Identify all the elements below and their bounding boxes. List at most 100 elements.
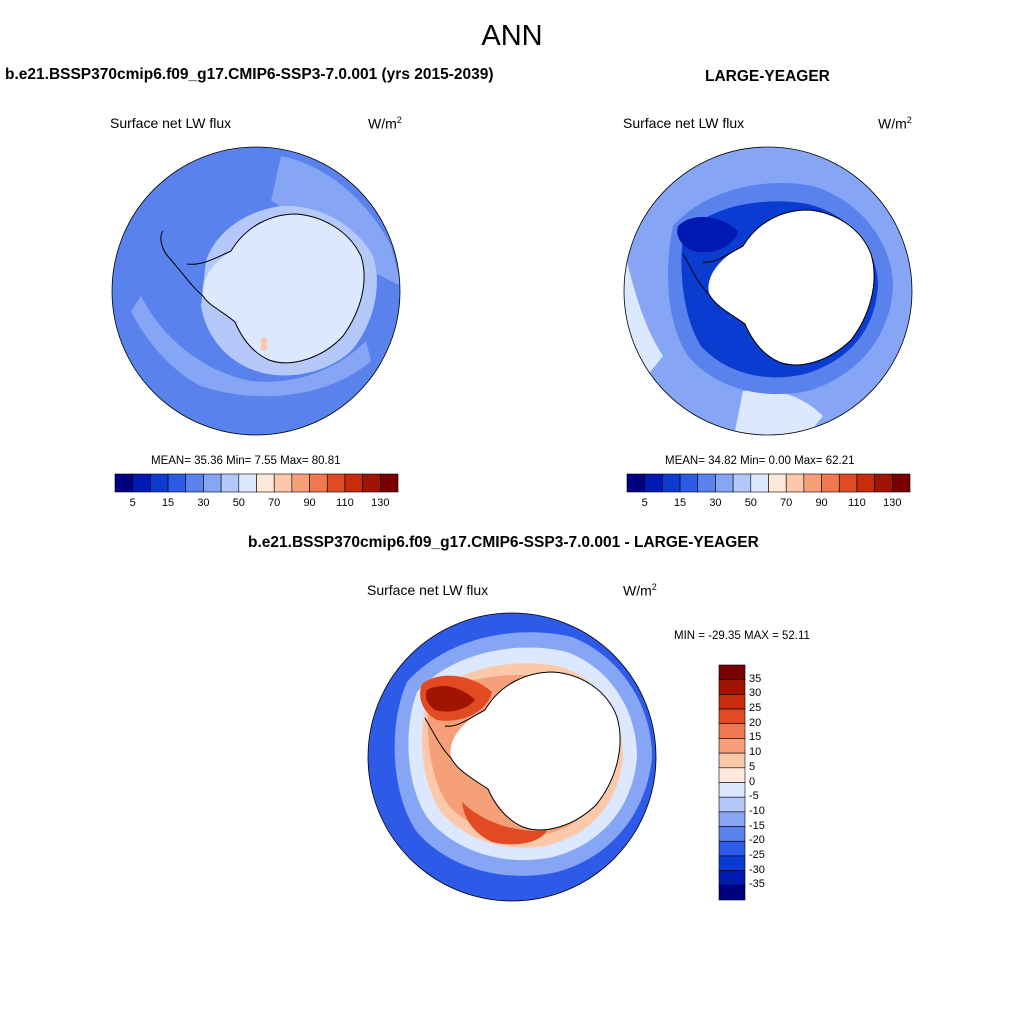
colorbar-box bbox=[626, 473, 645, 493]
colorbar-box bbox=[203, 473, 222, 493]
colorbar-box bbox=[718, 679, 746, 695]
colorbar-box bbox=[750, 473, 769, 493]
colorbar-box bbox=[718, 855, 746, 871]
colorbar-box bbox=[892, 473, 911, 493]
colorbar-tick-label: 30 bbox=[197, 497, 210, 509]
panel-1-title: b.e21.BSSP370cmip6.f09_g17.CMIP6-SSP3-7.… bbox=[5, 66, 494, 83]
panel-1-antarctica bbox=[202, 214, 365, 363]
colorbar-box bbox=[718, 694, 746, 710]
colorbar-tick-label: -30 bbox=[749, 863, 765, 876]
colorbar-box bbox=[718, 870, 746, 886]
colorbar-tick-label: 50 bbox=[232, 497, 245, 509]
panel-2-units: W/m2 bbox=[878, 115, 912, 132]
colorbar-box bbox=[718, 782, 746, 798]
panel-3-units: W/m2 bbox=[623, 582, 657, 599]
colorbar-tick-label: 90 bbox=[815, 497, 828, 509]
colorbar-tick-label: 70 bbox=[268, 497, 281, 509]
colorbar-box bbox=[114, 473, 133, 493]
colorbar-box bbox=[718, 752, 746, 769]
panel-3-dark-red-patch bbox=[425, 686, 475, 712]
colorbar-box bbox=[785, 473, 805, 493]
panel-1-variable-label: Surface net LW flux bbox=[110, 115, 232, 131]
panel-1-units: W/m2 bbox=[368, 115, 402, 132]
colorbar-box bbox=[856, 473, 875, 493]
colorbar-tick-label: 20 bbox=[749, 716, 762, 729]
panel-3-red-patch-south bbox=[462, 802, 547, 845]
colorbar-box bbox=[718, 811, 746, 827]
colorbar-tick-label: 70 bbox=[780, 497, 793, 509]
colorbar-tick-label: -20 bbox=[749, 834, 765, 847]
panel-1-small-warm-spot bbox=[261, 338, 267, 350]
colorbar-box bbox=[874, 473, 893, 493]
colorbar-box bbox=[715, 473, 734, 493]
colorbar-tick-label: 130 bbox=[883, 497, 902, 509]
colorbar-tick-label: 25 bbox=[749, 702, 762, 715]
colorbar-box bbox=[718, 723, 746, 739]
colorbar-tick-label: 10 bbox=[749, 746, 762, 759]
colorbar-tick-label: 5 bbox=[749, 760, 756, 773]
colorbar-box bbox=[697, 473, 716, 493]
colorbar-box bbox=[291, 473, 310, 493]
colorbar-tick-label: -15 bbox=[749, 819, 765, 832]
colorbar-box bbox=[185, 473, 204, 493]
colorbar-box bbox=[679, 473, 699, 493]
colorbar-box bbox=[256, 473, 275, 493]
colorbar-tick-label: 35 bbox=[749, 672, 762, 685]
colorbar-box bbox=[238, 473, 257, 493]
colorbar-tick-label: 15 bbox=[673, 497, 687, 509]
colorbar-box bbox=[273, 473, 293, 493]
colorbar-box bbox=[132, 473, 151, 493]
colorbar-box bbox=[821, 473, 840, 493]
colorbar-box bbox=[718, 796, 746, 813]
panel-3-title: b.e21.BSSP370cmip6.f09_g17.CMIP6-SSP3-7.… bbox=[248, 534, 759, 551]
colorbar-box bbox=[718, 826, 746, 842]
colorbar-tick-label: 110 bbox=[848, 497, 866, 509]
panel-2-antarctica bbox=[708, 210, 875, 365]
colorbar-tick-label: 15 bbox=[749, 731, 762, 744]
colorbar-box bbox=[150, 473, 169, 493]
colorbar-box bbox=[803, 473, 822, 493]
colorbar-box bbox=[768, 473, 787, 493]
colorbar-tick-label: 30 bbox=[749, 687, 762, 700]
colorbar-box bbox=[718, 708, 746, 725]
colorbar-tick-label: 15 bbox=[161, 497, 175, 509]
colorbar-box bbox=[644, 473, 663, 493]
colorbar-box bbox=[167, 473, 187, 493]
colorbar-tick-label: 50 bbox=[744, 497, 757, 509]
panel-1-coastline bbox=[160, 213, 365, 364]
colorbar-box bbox=[662, 473, 681, 493]
panel-3-stats: MIN = -29.35 MAX = 52.11 bbox=[674, 630, 810, 642]
colorbar-tick-label: 5 bbox=[129, 497, 136, 509]
panel-2-map bbox=[623, 146, 913, 436]
colorbar-box bbox=[718, 885, 746, 901]
colorbar-tick-label: 5 bbox=[641, 497, 648, 509]
panel-1-light-ocean-region-2 bbox=[131, 296, 371, 397]
panel-2-colorbar bbox=[626, 473, 911, 493]
panel-2-coastline bbox=[682, 209, 875, 366]
colorbar-box bbox=[718, 664, 746, 680]
colorbar-box bbox=[732, 473, 752, 493]
panel-3-antarctica bbox=[450, 672, 621, 830]
colorbar-tick-label: -25 bbox=[749, 848, 765, 861]
colorbar-box bbox=[344, 473, 363, 493]
panel-1-stats: MEAN= 35.36 Min= 7.55 Max= 80.81 bbox=[151, 455, 341, 467]
colorbar-box bbox=[718, 767, 746, 783]
panel-2-darkest-patch bbox=[677, 216, 738, 253]
colorbar-box bbox=[718, 840, 746, 857]
colorbar-tick-label: 0 bbox=[749, 775, 756, 788]
figure-title: ANN bbox=[481, 20, 543, 52]
panel-3-coastline bbox=[424, 671, 621, 831]
colorbar-tick-label: 90 bbox=[303, 497, 316, 509]
colorbar-tick-label: -35 bbox=[749, 878, 765, 891]
panel-2-title: LARGE-YEAGER bbox=[705, 68, 830, 85]
panel-1-colorbar bbox=[114, 473, 399, 493]
panel-2-variable-label: Surface net LW flux bbox=[623, 115, 745, 131]
colorbar-box bbox=[326, 473, 346, 493]
colorbar-box bbox=[309, 473, 328, 493]
colorbar-box bbox=[838, 473, 858, 493]
colorbar-box bbox=[362, 473, 381, 493]
panel-3-colorbar bbox=[718, 664, 746, 901]
colorbar-box bbox=[380, 473, 399, 493]
panel-2-stats: MEAN= 34.82 Min= 0.00 Max= 62.21 bbox=[665, 455, 855, 467]
colorbar-box bbox=[718, 738, 746, 754]
